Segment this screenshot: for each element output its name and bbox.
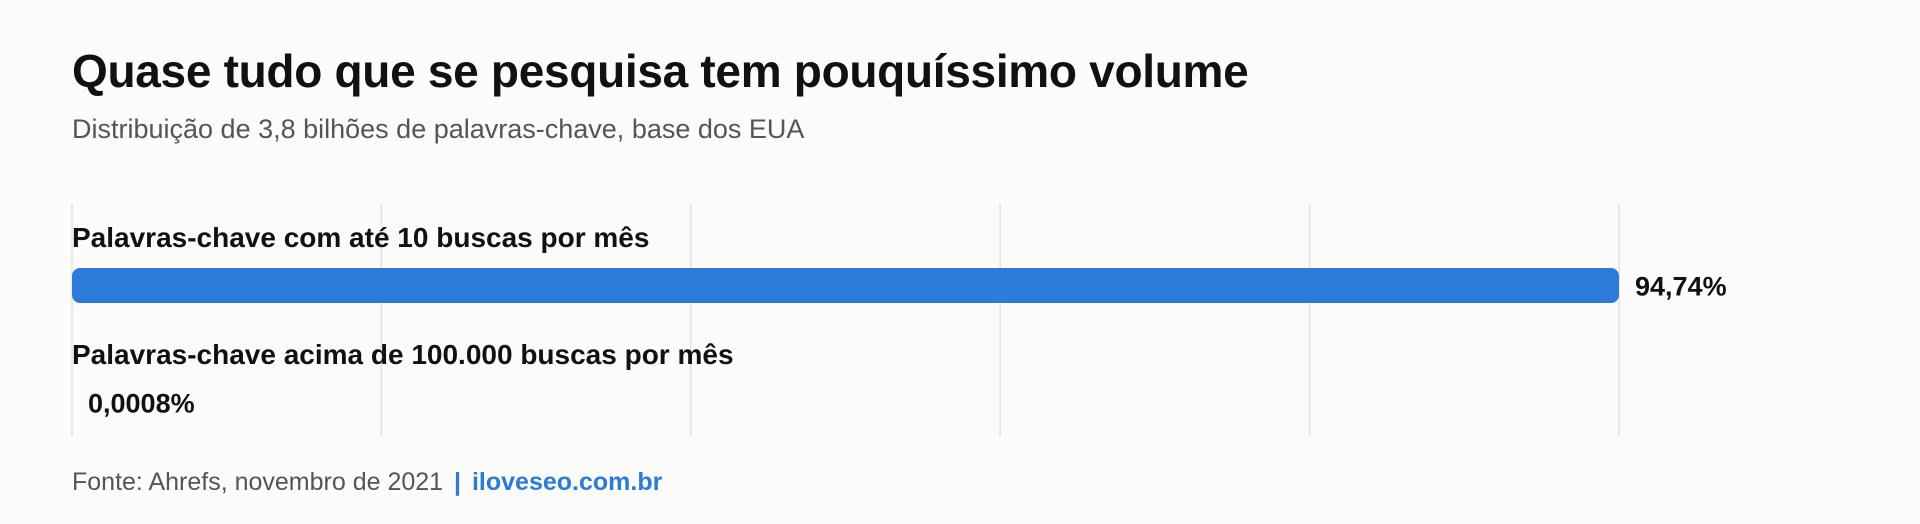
data-label: 94,74% bbox=[1635, 272, 1727, 302]
category-label: Palavras-chave com até 10 buscas por mês bbox=[72, 222, 649, 253]
chart-subtitle: Distribuição de 3,8 bilhões de palavras-… bbox=[72, 114, 805, 144]
source-text: Fonte: Ahrefs, novembro de 2021 bbox=[72, 468, 444, 496]
category-label: Palavras-chave acima de 100.000 buscas p… bbox=[72, 339, 734, 370]
footer-separator: | bbox=[454, 468, 462, 496]
chart-title: Quase tudo que se pesquisa tem pouquíssi… bbox=[72, 45, 1249, 97]
data-label: 0,0008% bbox=[88, 389, 195, 419]
bar bbox=[72, 268, 1619, 303]
footer: Fonte: Ahrefs, novembro de 2021 | iloves… bbox=[72, 468, 662, 497]
source-link[interactable]: iloveseo.com.br bbox=[471, 468, 663, 496]
